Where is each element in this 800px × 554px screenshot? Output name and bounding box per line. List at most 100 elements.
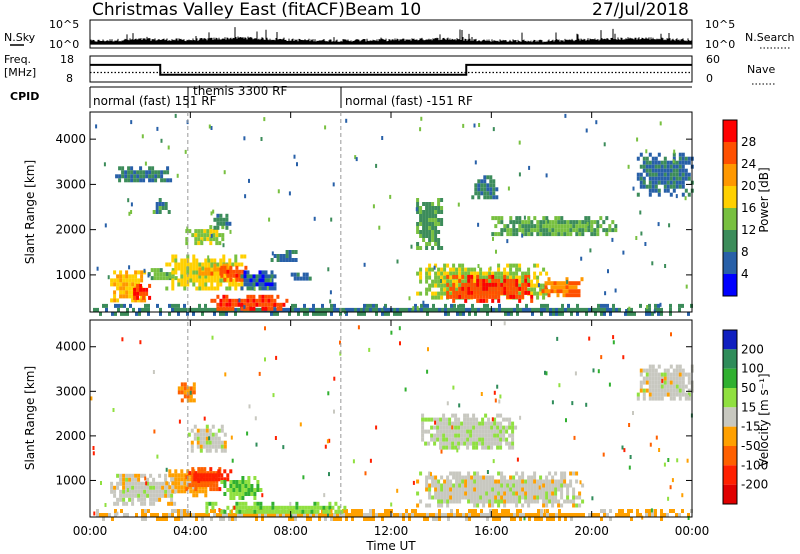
- heatmap-cell: [475, 441, 479, 446]
- beam-title: Beam 10: [345, 0, 421, 20]
- heatmap-cell: [473, 479, 477, 484]
- heatmap-cell: [139, 166, 143, 171]
- heatmap-cell: [524, 282, 528, 287]
- heatmap-cell: [533, 283, 537, 288]
- heatmap-cell: [364, 471, 367, 476]
- heatmap-cell: [645, 168, 649, 173]
- heatmap-cell: [540, 303, 543, 308]
- heatmap-cell: [660, 384, 664, 389]
- heatmap-cell: [557, 499, 561, 504]
- heatmap-cell: [527, 216, 531, 221]
- heatmap-cell: [225, 513, 228, 517]
- heatmap-cell: [324, 125, 327, 130]
- heatmap-cell: [472, 413, 476, 418]
- heatmap-cell: [294, 517, 297, 521]
- heatmap-cell: [264, 298, 268, 303]
- heatmap-cell: [259, 501, 263, 506]
- heatmap-cell: [225, 263, 229, 268]
- heatmap-cell: [468, 307, 471, 312]
- heatmap-cell: [232, 492, 236, 496]
- heatmap-cell: [250, 484, 254, 488]
- heatmap-cell: [129, 303, 132, 308]
- heatmap-cell: [189, 266, 193, 271]
- heatmap-cell: [622, 250, 625, 255]
- heatmap-cell: [433, 425, 437, 430]
- heatmap-cell: [209, 225, 213, 230]
- heatmap-cell: [434, 238, 438, 242]
- heatmap-cell: [648, 396, 652, 401]
- heatmap-cell: [657, 303, 660, 308]
- heatmap-cell: [482, 475, 486, 480]
- colorbar-swatch: [723, 186, 737, 208]
- heatmap-cell: [606, 307, 609, 312]
- heatmap-cell: [186, 226, 189, 231]
- heatmap-cell: [121, 170, 125, 175]
- heatmap-cell: [387, 307, 390, 312]
- heatmap-cell: [639, 380, 643, 385]
- heatmap-cell: [235, 480, 239, 484]
- noise-right-tick-bottom: 10^0: [705, 38, 735, 51]
- heatmap-cell: [515, 271, 519, 276]
- heatmap-cell: [675, 160, 679, 165]
- heatmap-cell: [464, 479, 468, 484]
- heatmap-cell: [180, 270, 184, 275]
- heatmap-cell: [518, 279, 522, 284]
- heatmap-cell: [458, 283, 462, 288]
- heatmap-cell: [428, 491, 432, 496]
- heatmap-cell: [171, 286, 175, 291]
- heatmap-cell: [433, 437, 437, 442]
- heatmap-cell: [657, 180, 661, 185]
- heatmap-cell: [244, 501, 248, 506]
- heatmap-cell: [128, 485, 132, 490]
- heatmap-cell: [636, 137, 639, 142]
- heatmap-cell: [428, 471, 432, 476]
- heatmap-cell: [416, 479, 420, 484]
- heatmap-cell: [201, 311, 204, 316]
- heatmap-cell: [143, 501, 147, 506]
- heatmap-cell: [558, 383, 561, 388]
- heatmap-cell: [645, 372, 649, 377]
- heatmap-cell: [414, 509, 417, 513]
- heatmap-cell: [481, 425, 485, 430]
- heatmap-cell: [246, 306, 250, 311]
- heatmap-cell: [458, 267, 462, 272]
- heatmap-cell: [243, 278, 247, 283]
- heatmap-cell: [436, 437, 440, 442]
- heatmap-cell: [133, 291, 137, 296]
- heatmap-cell: [256, 488, 260, 492]
- heatmap-cell: [585, 402, 588, 407]
- heatmap-cell: [419, 210, 423, 214]
- heatmap-cell: [252, 302, 256, 307]
- heatmap-cell: [180, 485, 184, 490]
- heatmap-cell: [615, 513, 618, 517]
- heatmap-cell: [225, 294, 229, 299]
- heatmap-cell: [191, 471, 195, 476]
- heatmap-cell: [117, 307, 120, 312]
- heatmap-cell: [524, 483, 528, 488]
- heatmap-cell: [125, 501, 129, 506]
- heatmap-cell: [556, 289, 560, 294]
- heatmap-cell: [244, 509, 248, 514]
- heatmap-cell: [576, 311, 579, 316]
- heatmap-cell: [467, 282, 471, 287]
- heatmap-cell: [204, 307, 207, 312]
- heatmap-cell: [229, 229, 232, 234]
- heatmap-cell: [225, 221, 229, 226]
- heatmap-cell: [213, 271, 217, 276]
- heatmap-cell: [530, 479, 534, 484]
- heatmap-cell: [648, 513, 651, 517]
- heatmap-cell: [232, 269, 236, 274]
- heatmap-cell: [130, 170, 134, 175]
- heatmap-cell: [143, 473, 147, 478]
- heatmap-cell: [512, 232, 516, 237]
- heatmap-cell: [427, 441, 431, 446]
- heatmap-cell: [291, 517, 294, 521]
- heatmap-cell: [681, 180, 685, 185]
- heatmap-cell: [455, 471, 459, 476]
- heatmap-cell: [131, 278, 135, 283]
- heatmap-cell: [480, 179, 484, 184]
- heatmap-cell: [571, 281, 575, 286]
- heatmap-cell: [177, 311, 180, 316]
- heatmap-cell: [454, 433, 458, 438]
- heatmap-cell: [443, 483, 447, 488]
